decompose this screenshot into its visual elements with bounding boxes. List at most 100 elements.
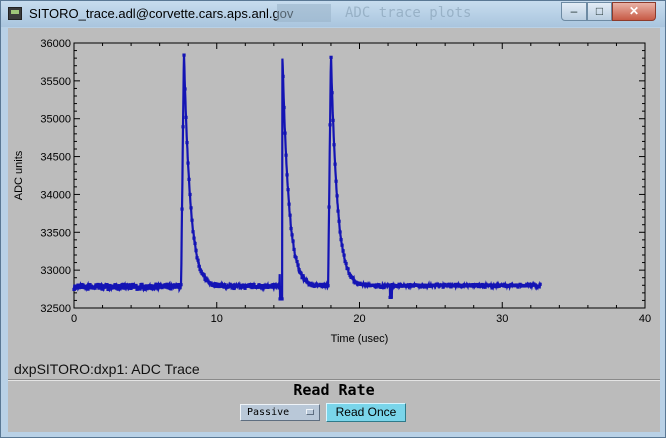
trace-point	[326, 284, 330, 288]
axes: 0 10 20 30 40 32500 33000 33500 34000 34500 35000 3…	[40, 38, 651, 325]
trace-point	[538, 282, 542, 286]
trace-point	[172, 283, 176, 287]
trace-point	[264, 285, 268, 289]
trace-point	[390, 283, 394, 287]
title-bar[interactable]: SITORO_trace.adl@corvette.cars.aps.anl.g…	[1, 1, 665, 27]
trace-point	[186, 161, 190, 165]
close-button[interactable]: ✕	[612, 2, 656, 21]
trace-point	[313, 284, 317, 288]
trace-point	[290, 233, 294, 237]
trace-point	[329, 55, 333, 59]
trace-point	[537, 285, 541, 289]
trace-point	[128, 284, 132, 288]
trace-point	[195, 256, 199, 260]
chart-svg: 0 10 20 30 40 32500 33000 33500 34000 34500 35000 3…	[13, 38, 651, 345]
trace-point	[95, 285, 99, 289]
trace-point	[98, 286, 102, 290]
trace-point	[138, 287, 142, 291]
trace-point	[156, 285, 160, 289]
trace-point	[94, 283, 98, 287]
minimize-button[interactable]: –	[561, 2, 587, 21]
trace-point	[248, 282, 252, 287]
trace-point	[178, 285, 182, 289]
trace-point	[222, 285, 226, 289]
trace-point	[387, 283, 391, 287]
trace-point	[88, 283, 92, 287]
trace-point	[93, 286, 97, 290]
read-rate-menu[interactable]: Passive	[240, 404, 320, 421]
trace-point	[230, 286, 234, 290]
trace-point	[440, 283, 444, 287]
trace-point	[448, 283, 452, 287]
trace-point	[528, 282, 532, 286]
trace-point	[516, 285, 520, 289]
trace-point	[167, 283, 171, 288]
trace-point	[339, 238, 343, 242]
trace-point	[169, 287, 173, 291]
trace-point	[337, 219, 341, 223]
trace-point	[140, 282, 144, 286]
trace-point	[271, 283, 275, 287]
trace-point	[338, 230, 342, 234]
trace-point	[182, 53, 186, 57]
trace-point	[177, 282, 181, 287]
trace-point	[441, 285, 445, 289]
trace-point	[188, 192, 192, 197]
trace-point	[336, 209, 340, 213]
trace-point	[328, 123, 332, 127]
trace-point	[194, 248, 198, 252]
trace-point	[483, 285, 487, 289]
trace-point	[342, 253, 346, 257]
trace-point	[277, 286, 281, 290]
plot-area	[73, 42, 646, 309]
trace-point	[127, 286, 131, 290]
trace-point	[232, 286, 236, 291]
trace-point	[309, 281, 313, 286]
trace-point	[300, 276, 304, 280]
trace-point	[143, 287, 147, 291]
trace-point	[179, 283, 183, 287]
trace-point	[301, 274, 305, 278]
maximize-button[interactable]: □	[587, 2, 612, 21]
trace-point	[334, 179, 338, 183]
trace-point	[144, 284, 148, 288]
trace-point	[237, 283, 241, 287]
minimize-icon: –	[570, 4, 578, 18]
window-title: SITORO_trace.adl@corvette.cars.aps.anl.g…	[29, 6, 294, 21]
trace-point	[285, 173, 289, 177]
trace-point	[163, 283, 167, 287]
trace-point	[164, 285, 168, 289]
trace-point	[126, 284, 130, 288]
trace-point	[348, 273, 352, 278]
trace-point	[202, 273, 206, 277]
trace-point	[260, 284, 264, 288]
trace-point	[105, 283, 109, 287]
trace-point	[113, 283, 117, 287]
trace-point	[377, 283, 381, 287]
trace-point	[184, 115, 188, 119]
trace-point	[347, 271, 351, 276]
trace-point	[382, 285, 386, 290]
read-once-button[interactable]: Read Once	[326, 403, 406, 422]
trace-point	[158, 285, 162, 289]
trace-point	[123, 285, 127, 289]
trace-point	[209, 281, 213, 285]
maximize-icon: □	[595, 4, 604, 18]
trace-point	[389, 295, 393, 299]
y-tick-label: 36000	[40, 38, 71, 50]
trace-point	[330, 91, 334, 95]
trace-point	[299, 271, 303, 275]
trace-point	[116, 287, 120, 291]
adc-trace-plot: 0 10 20 30 40 32500 33000 33500 34000 34500 35000 3…	[8, 28, 660, 379]
trace-point	[229, 283, 233, 287]
trace-point	[331, 118, 335, 122]
y-tick-label: 34500	[40, 152, 71, 164]
trace-point	[171, 285, 175, 289]
trace-point	[295, 259, 299, 264]
trace-point	[130, 285, 134, 289]
trace-point	[243, 286, 247, 290]
trace-point	[121, 282, 125, 286]
x-tick-label: 20	[353, 313, 365, 325]
trace-point	[282, 105, 286, 110]
trace-point	[159, 283, 163, 287]
